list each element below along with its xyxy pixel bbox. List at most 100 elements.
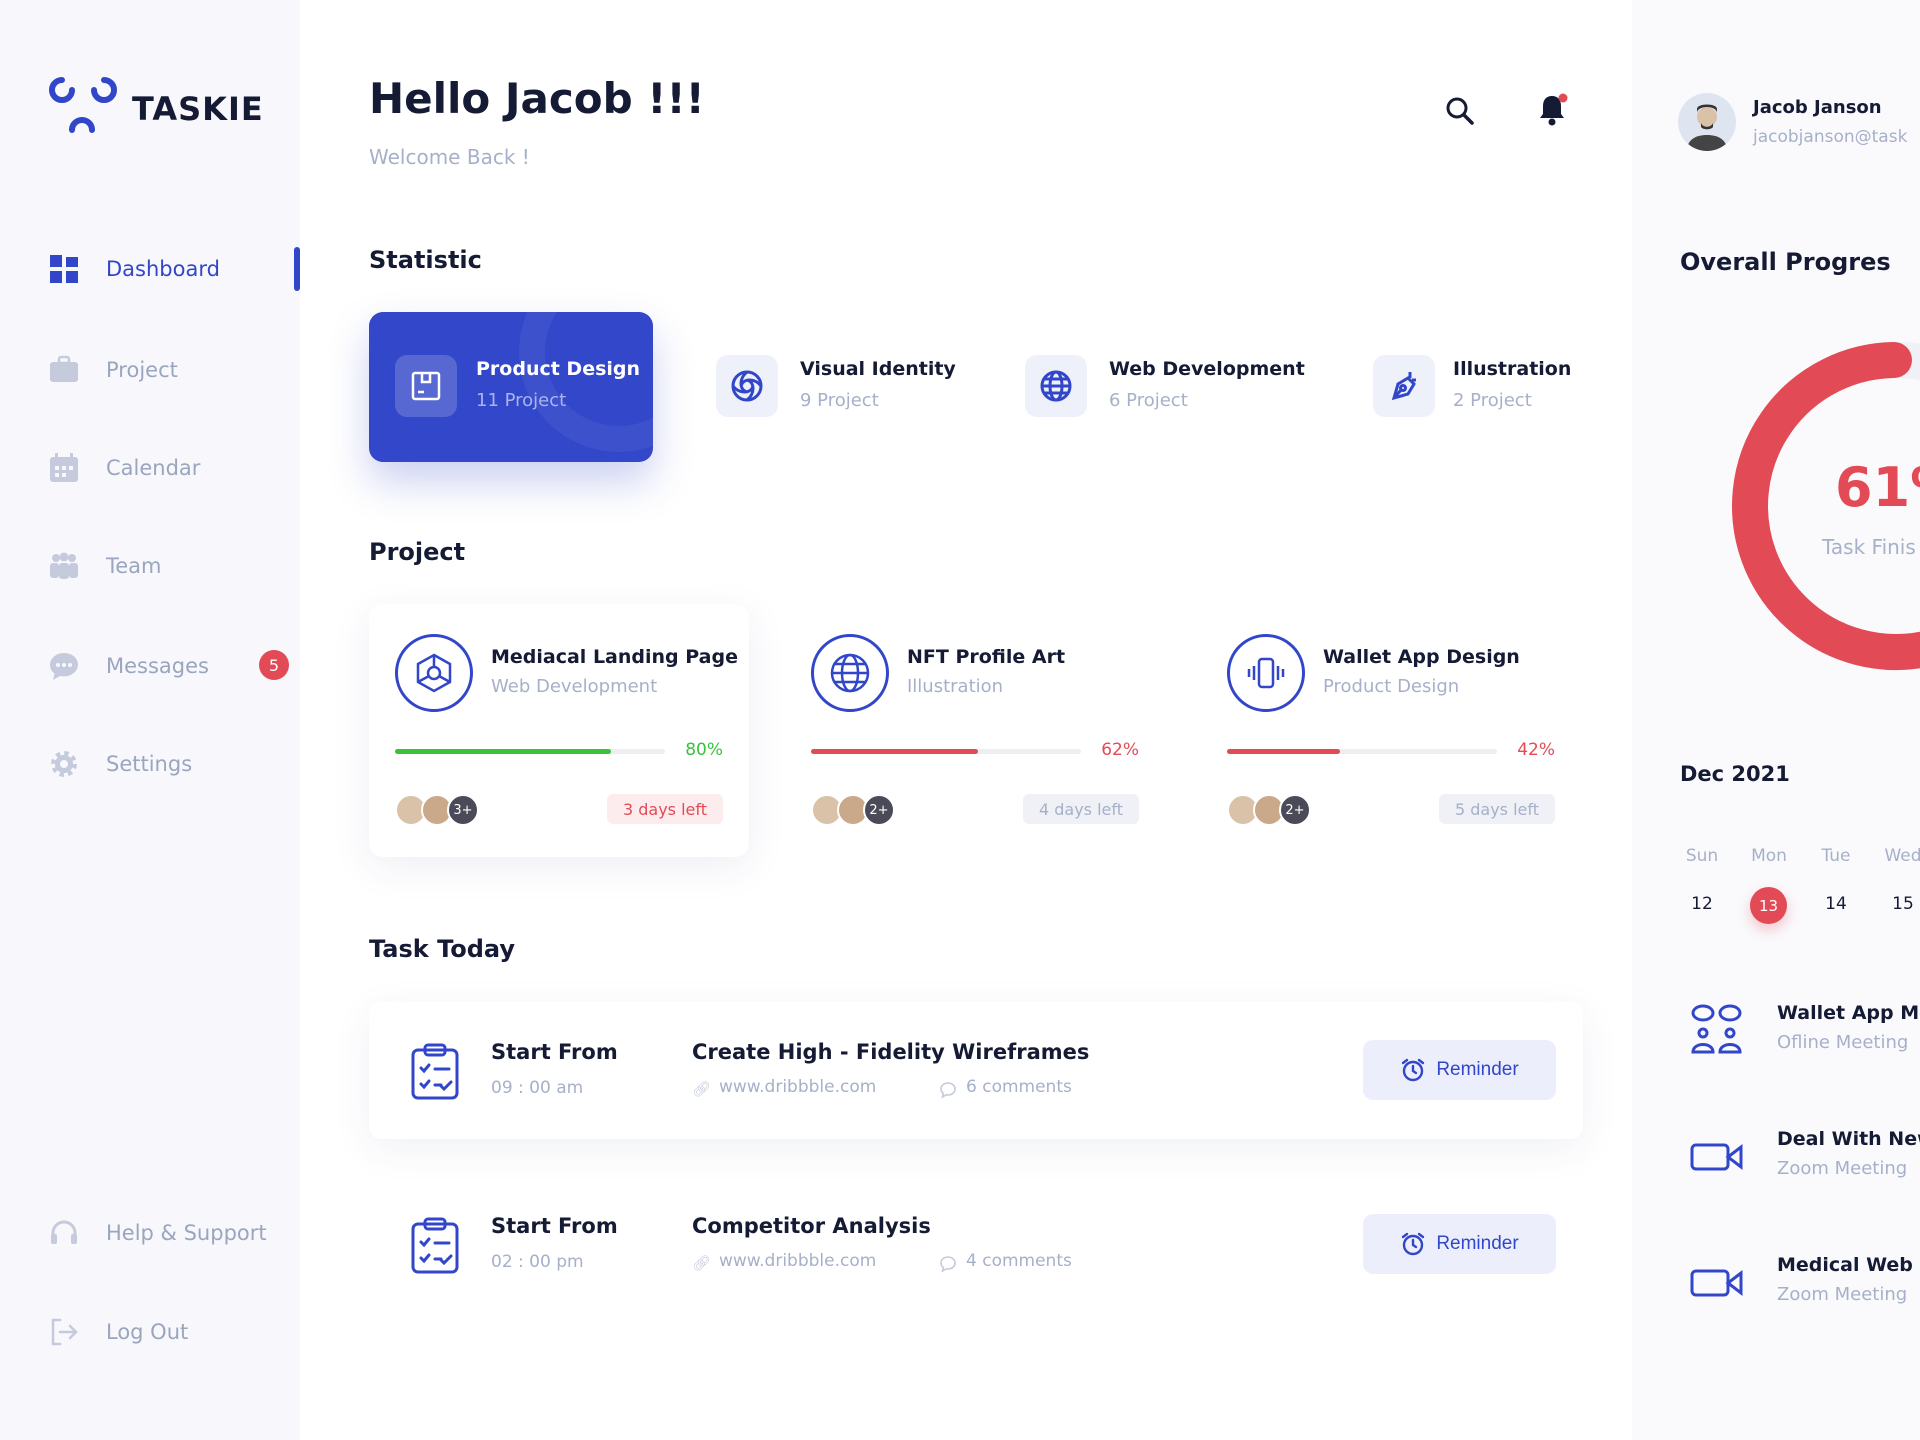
project-progress-fill xyxy=(395,749,611,754)
phone-vibrate-icon xyxy=(1247,657,1285,689)
calendar-day[interactable]: 14 xyxy=(1825,894,1847,914)
stat-item-web-development[interactable]: Web Development 6 Project xyxy=(1025,355,1305,417)
task-comments[interactable]: 4 comments xyxy=(966,1251,1072,1271)
box-icon xyxy=(411,371,441,401)
spiral-icon xyxy=(731,370,763,402)
project-category: Illustration xyxy=(907,676,1004,697)
task-row[interactable]: Start From 02 : 00 pm Competitor Analysi… xyxy=(369,1176,1583,1313)
sidebar-item-team[interactable]: Team xyxy=(48,544,162,588)
project-icon-circle xyxy=(811,634,889,712)
stat-count: 11 Project xyxy=(476,390,567,411)
weekday-label: Tue xyxy=(1821,846,1851,866)
meeting-item[interactable]: Wallet App Mee Ofline Meeting xyxy=(1690,1002,1920,1072)
sidebar-item-messages[interactable]: Messages xyxy=(48,644,209,688)
messages-badge: 5 xyxy=(259,650,289,680)
project-card[interactable]: Mediacal Landing Page Web Development 80… xyxy=(369,604,749,857)
user-name: Jacob Janson xyxy=(1753,97,1882,118)
sidebar-item-label: Messages xyxy=(106,654,209,678)
task-link[interactable]: www.dribbble.com xyxy=(719,1251,877,1271)
more-members: 2+ xyxy=(863,794,895,826)
stat-count: 6 Project xyxy=(1109,390,1188,411)
project-title: Wallet App Design xyxy=(1323,646,1520,668)
stat-icon-box xyxy=(1373,355,1435,417)
meeting-icon xyxy=(1690,1004,1744,1060)
progress-caption: Task Finis xyxy=(1822,535,1916,559)
sidebar-item-label: Log Out xyxy=(106,1320,189,1344)
weekday-label: Mon xyxy=(1751,846,1787,866)
project-progress-bar xyxy=(395,749,665,754)
search-icon[interactable] xyxy=(1444,95,1476,127)
sidebar-item-log-out[interactable]: Log Out xyxy=(48,1310,188,1354)
stat-title: Web Development xyxy=(1109,358,1305,380)
project-section-title: Project xyxy=(369,538,466,566)
grid-icon xyxy=(50,255,78,283)
meeting-item[interactable]: Deal With New Zoom Meeting xyxy=(1690,1128,1920,1198)
calendar-day[interactable]: 15 xyxy=(1892,894,1914,914)
user-avatar[interactable] xyxy=(1678,93,1736,151)
calendar-day[interactable]: 12 xyxy=(1691,894,1713,914)
task-comments[interactable]: 6 comments xyxy=(966,1077,1072,1097)
chat-icon xyxy=(50,653,78,680)
project-members: 2+ xyxy=(811,794,895,826)
member-avatar xyxy=(837,794,869,826)
product-design-icon-box xyxy=(395,355,457,417)
meeting-type: Ofline Meeting xyxy=(1777,1032,1909,1053)
project-percent: 80% xyxy=(685,740,723,760)
meeting-type: Zoom Meeting xyxy=(1777,1284,1908,1305)
project-card[interactable]: Wallet App Design Product Design 42% 2+ … xyxy=(1201,604,1581,857)
reminder-button[interactable]: Reminder xyxy=(1363,1040,1556,1100)
reminder-button[interactable]: Reminder xyxy=(1363,1214,1556,1274)
project-icon-circle xyxy=(395,634,473,712)
meeting-icon xyxy=(1690,1268,1744,1302)
briefcase-icon xyxy=(50,355,78,382)
clipboard-check-icon xyxy=(411,1043,459,1100)
reminder-label: Reminder xyxy=(1436,1059,1519,1080)
sidebar-item-label: Project xyxy=(106,358,178,382)
more-members: 3+ xyxy=(447,794,479,826)
task-row[interactable]: Start From 09 : 00 am Create High - Fide… xyxy=(369,1002,1583,1139)
user-email: jacobjanson@task xyxy=(1753,127,1908,147)
calendar-month: Dec 2021 xyxy=(1680,762,1790,786)
meeting-icon xyxy=(1690,1142,1744,1176)
task-time: 02 : 00 pm xyxy=(491,1252,584,1272)
stat-title: Visual Identity xyxy=(800,358,956,380)
task-link[interactable]: www.dribbble.com xyxy=(719,1077,877,1097)
sidebar-item-settings[interactable]: Settings xyxy=(48,742,192,786)
progress-ring-fill xyxy=(1732,342,1920,670)
task-section-title: Task Today xyxy=(369,935,516,963)
task-title: Create High - Fidelity Wireframes xyxy=(692,1040,1090,1064)
stat-icon-box xyxy=(1025,355,1087,417)
sidebar-item-label: Settings xyxy=(106,752,193,776)
page-subtitle: Welcome Back ! xyxy=(369,145,530,169)
stat-item-illustration[interactable]: Illustration 2 Project xyxy=(1373,355,1571,417)
sidebar-item-project[interactable]: Project xyxy=(48,348,178,392)
app-logo-text: TASKIE xyxy=(132,90,264,128)
stat-count: 9 Project xyxy=(800,390,879,411)
sidebar-item-dashboard[interactable]: Dashboard xyxy=(48,247,220,291)
team-icon xyxy=(50,552,78,579)
sidebar-item-label: Calendar xyxy=(106,456,201,480)
sidebar-item-calendar[interactable]: Calendar xyxy=(48,446,200,490)
right-panel: Jacob Janson jacobjanson@task Overall Pr… xyxy=(1632,0,1920,1440)
overall-progress-title: Overall Progres xyxy=(1680,248,1891,276)
calendar-icon xyxy=(50,453,78,482)
link-icon: 🔗︎ xyxy=(692,1254,712,1272)
meeting-type: Zoom Meeting xyxy=(1777,1158,1908,1179)
stat-title: Illustration xyxy=(1453,358,1572,380)
logo-icon xyxy=(49,77,117,133)
sidebar-item-help-support[interactable]: Help & Support xyxy=(48,1211,267,1255)
stat-card-product-design[interactable]: Product Design 11 Project xyxy=(369,312,653,462)
project-title: Mediacal Landing Page xyxy=(491,646,738,668)
comment-icon xyxy=(940,1256,956,1273)
meeting-item[interactable]: Medical Web M Zoom Meeting xyxy=(1690,1254,1920,1324)
stat-item-visual-identity[interactable]: Visual Identity 9 Project xyxy=(716,355,956,417)
link-icon: 🔗︎ xyxy=(692,1080,712,1098)
weekday-label: Wed xyxy=(1884,846,1920,866)
days-left-badge: 4 days left xyxy=(1022,794,1139,824)
video-camera-icon xyxy=(1690,1269,1743,1297)
globe-icon xyxy=(830,653,870,693)
calendar-day-selected[interactable]: 13 xyxy=(1750,887,1787,924)
project-progress-fill xyxy=(1227,749,1341,754)
bell-icon[interactable] xyxy=(1536,92,1570,128)
project-card[interactable]: NFT Profile Art Illustration 62% 2+ 4 da… xyxy=(785,604,1165,857)
